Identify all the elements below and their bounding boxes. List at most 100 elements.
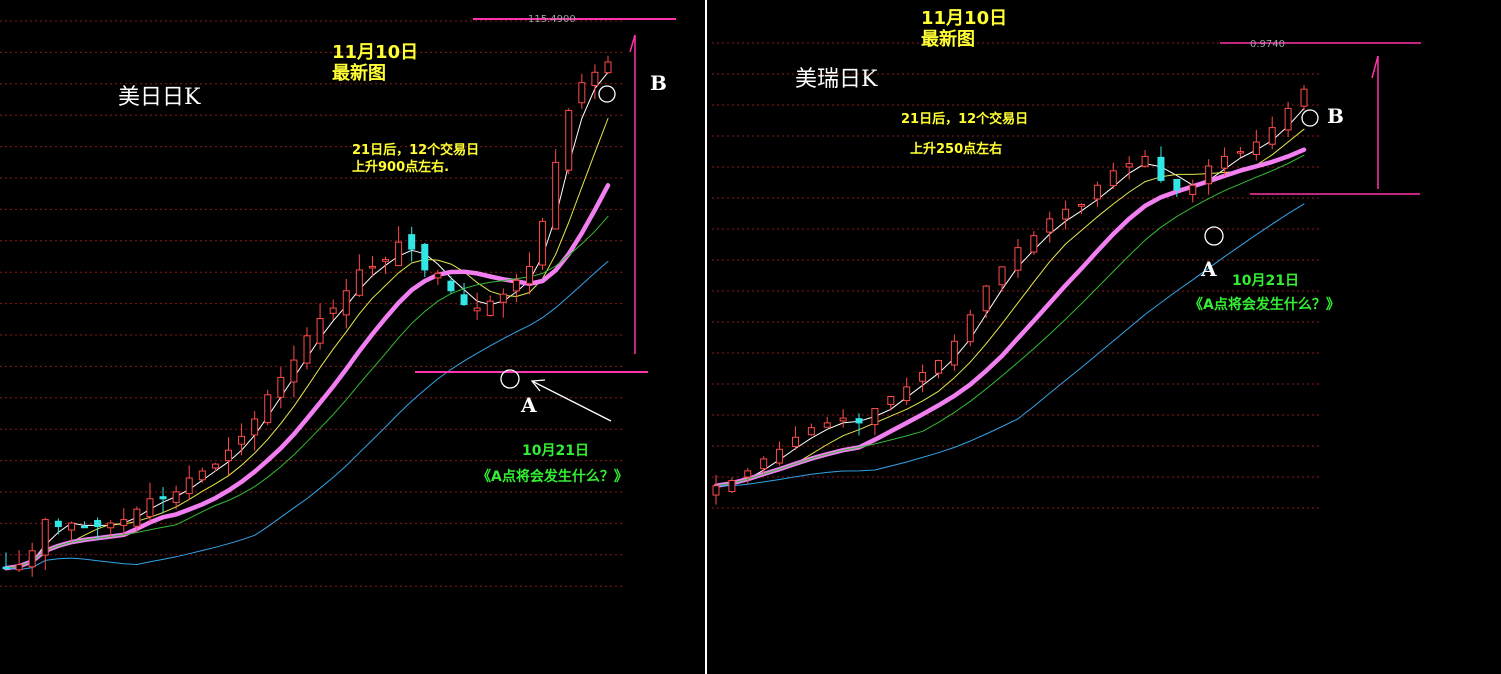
candle (460, 282, 468, 306)
candle (2, 552, 10, 570)
usdjpy-date-label: 11月10日 (332, 42, 418, 63)
usdchf-date-sublabel: 最新图 (921, 28, 975, 50)
candle (54, 518, 62, 535)
candle (1268, 116, 1276, 150)
usdjpy-high-price-label: 115.4900 (528, 14, 576, 25)
usdchf-point-a-label: A (1200, 257, 1217, 281)
candle (887, 395, 895, 411)
candle (776, 441, 784, 466)
usdjpy-candles (2, 55, 612, 577)
candle (146, 482, 154, 523)
usdchf-candles (712, 84, 1308, 505)
usdjpy-pointer-arrow (531, 380, 612, 422)
candle (1141, 150, 1149, 168)
usdjpy-note-line2: 上升900点左右. (352, 159, 449, 175)
usdchf-point-b-label: B (1327, 104, 1344, 128)
candle (1125, 156, 1133, 180)
candle (1189, 179, 1197, 203)
candle (486, 295, 494, 317)
candle (871, 407, 879, 436)
candle (120, 508, 128, 536)
candle (539, 217, 547, 270)
candle (1284, 101, 1292, 137)
candle (1014, 239, 1022, 278)
candle (966, 309, 974, 347)
candle (224, 437, 232, 476)
candle (1173, 178, 1181, 198)
candle (499, 288, 507, 318)
candle (81, 521, 89, 529)
candle (251, 410, 259, 451)
usdjpy-a-question: 《A点将会发生什么？》 (477, 468, 628, 485)
candle (133, 506, 141, 533)
candle (303, 327, 311, 370)
usdchf-title: 美瑞日K (795, 67, 878, 92)
candle (807, 423, 815, 436)
candle (368, 256, 376, 278)
candle (67, 521, 75, 542)
candle (998, 266, 1006, 292)
usdjpy-date-sublabel: 最新图 (332, 62, 386, 84)
usdchf-grid (712, 42, 1322, 509)
candle (316, 303, 324, 350)
moving-average-line (715, 154, 1305, 487)
usdchf-point-b-circle (1301, 109, 1319, 127)
candle (342, 278, 350, 329)
candle (211, 462, 219, 472)
usdjpy-panel: 115.4900 美日日K 11月10日 最新图 21日后，12个交易日 上升9… (0, 14, 676, 587)
usdchf-high-price-label: 0.9740 (1250, 39, 1285, 50)
candle (277, 367, 285, 409)
candle (94, 517, 102, 540)
candle (1078, 203, 1086, 214)
usdchf-note-line1: 21日后，12个交易日 (901, 111, 1028, 127)
candle (525, 252, 533, 295)
candle (1093, 181, 1101, 207)
usdchf-note-line2: 上升250点左右 (910, 141, 1002, 157)
candle (919, 364, 927, 393)
usdchf-point-a-circle (1204, 226, 1224, 246)
candle (408, 226, 416, 262)
moving-average-line (3, 183, 611, 571)
candle (839, 409, 847, 428)
candle (1030, 231, 1038, 255)
candle (791, 426, 799, 450)
moving-average-line (5, 260, 609, 571)
candle (382, 256, 390, 274)
candle (578, 73, 586, 109)
candle (1109, 162, 1117, 189)
moving-average-line (715, 203, 1305, 487)
candle (565, 108, 573, 175)
candle (355, 254, 363, 297)
candle (473, 292, 481, 320)
candle (982, 284, 990, 319)
usdchf-date-label: 11月10日 (921, 8, 1007, 29)
candle (855, 413, 863, 436)
candle (903, 377, 911, 405)
candle (329, 299, 337, 321)
usdjpy-moving-averages (3, 71, 611, 571)
moving-average-line (713, 147, 1307, 489)
candle (934, 359, 942, 379)
usdjpy-note-line1: 21日后，12个交易日 (352, 142, 479, 158)
candle (421, 242, 429, 278)
moving-average-line (5, 118, 609, 569)
candle (185, 465, 193, 501)
candle (395, 226, 403, 267)
candle (28, 542, 36, 577)
candle (1300, 84, 1308, 111)
moving-average-line (5, 215, 609, 569)
usdjpy-title: 美日日K (118, 85, 201, 110)
candle (198, 467, 206, 483)
candle (159, 487, 167, 514)
usdjpy-grid (0, 20, 622, 587)
candle (1046, 211, 1054, 243)
candle (15, 550, 23, 573)
candle (264, 389, 272, 426)
candle (41, 517, 49, 571)
usdchf-a-question: 《A点将会发生什么？》 (1189, 296, 1340, 313)
candle (107, 520, 115, 537)
candle (1221, 147, 1229, 176)
usdjpy-point-b-label: B (650, 71, 667, 95)
candle (728, 477, 736, 493)
